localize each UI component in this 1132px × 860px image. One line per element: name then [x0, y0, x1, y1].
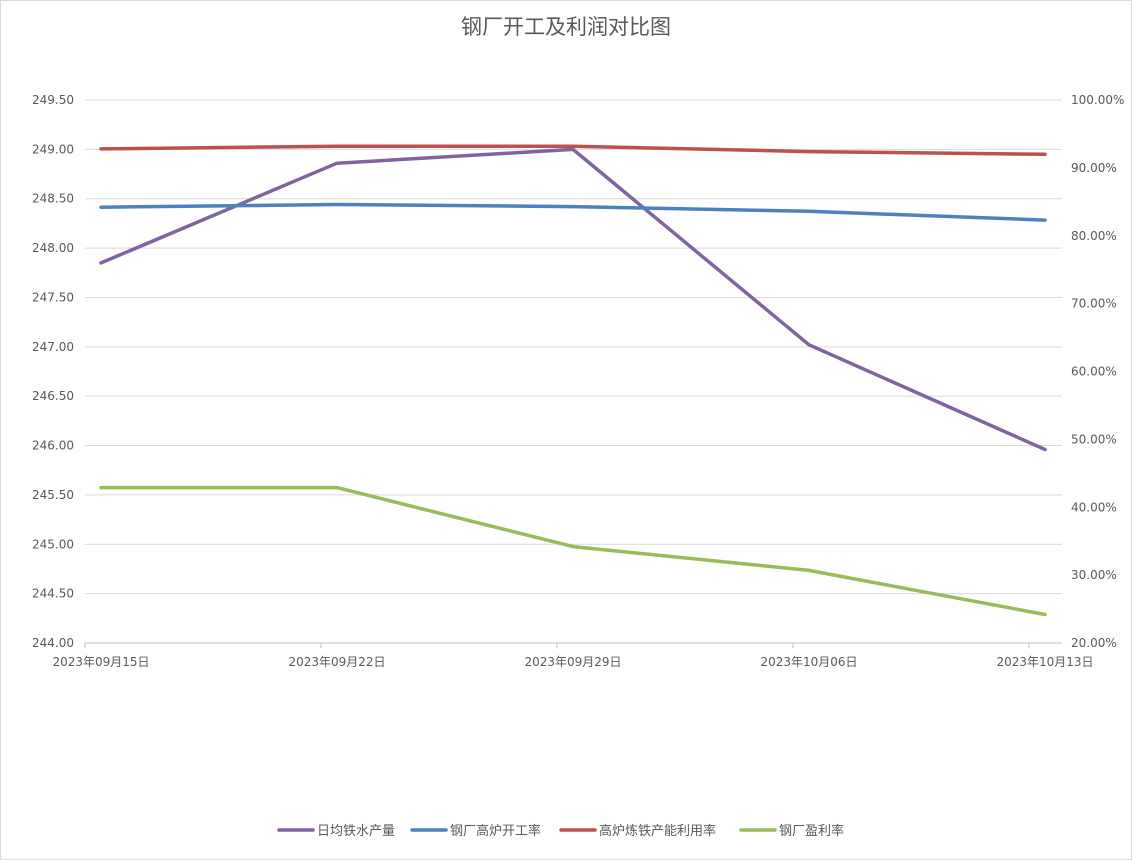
series-line-2: [99, 144, 1047, 157]
y-left-tick-label: 249.50: [32, 93, 74, 107]
y-right-tick-label: 80.00%: [1071, 229, 1117, 243]
legend-label-0: 日均铁水产量: [317, 824, 395, 839]
series-line-3: [99, 485, 1047, 617]
y-left-tick-label: 246.00: [32, 439, 74, 453]
gridlines: [85, 99, 1062, 595]
legend-label-1: 钢厂高炉开工率: [450, 823, 541, 839]
legend-label-3: 钢厂盈利率: [779, 823, 844, 839]
y-right-tick-label: 100.00%: [1071, 93, 1124, 107]
y-left-tick-label: 247.50: [32, 290, 74, 304]
y-left-tick-label: 247.00: [32, 340, 74, 354]
y-right-tick-label: 70.00%: [1071, 297, 1117, 311]
y-left-tick-label: 248.00: [32, 241, 74, 255]
y-left-tick-label: 245.00: [32, 537, 74, 551]
x-tick-label: 2023年09月22日: [288, 655, 385, 669]
legend-label-2: 高炉炼铁产能利用率: [599, 823, 716, 839]
series-lines: [99, 144, 1047, 617]
x-tick-label: 2023年10月06日: [760, 655, 857, 669]
legend: 日均铁水产量 钢厂高炉开工率 高炉炼铁产能利用率 钢厂盈利率: [277, 823, 844, 839]
x-tick-label: 2023年10月13日: [996, 655, 1093, 669]
y-right-tick-label: 30.00%: [1071, 568, 1117, 582]
y-right-tick-label: 20.00%: [1071, 636, 1117, 650]
y-right-tick-label: 90.00%: [1071, 161, 1117, 175]
x-tick-label: 2023年09月29日: [524, 655, 621, 669]
y-left-tick-label: 244.00: [32, 636, 74, 650]
axes: 244.00 244.50 245.00 245.50 246.00 246.50 247.…: [32, 93, 1124, 669]
y-right-tick-label: 40.00%: [1071, 500, 1117, 514]
chart-title: 钢厂开工及利润对比图: [461, 15, 671, 39]
y-left-tick-label: 248.50: [32, 192, 74, 206]
y-right-tick-label: 60.00%: [1071, 365, 1117, 379]
y-left-tick-label: 249.00: [32, 142, 74, 156]
y-left-tick-label: 244.50: [32, 587, 74, 601]
series-line-0: [99, 147, 1047, 452]
y-right-tick-label: 50.00%: [1071, 432, 1117, 446]
x-tick-label: 2023年09月15日: [52, 655, 149, 669]
y-left-tick-label: 245.50: [32, 488, 74, 502]
series-line-1: [99, 202, 1047, 222]
y-left-tick-label: 246.50: [32, 389, 74, 403]
